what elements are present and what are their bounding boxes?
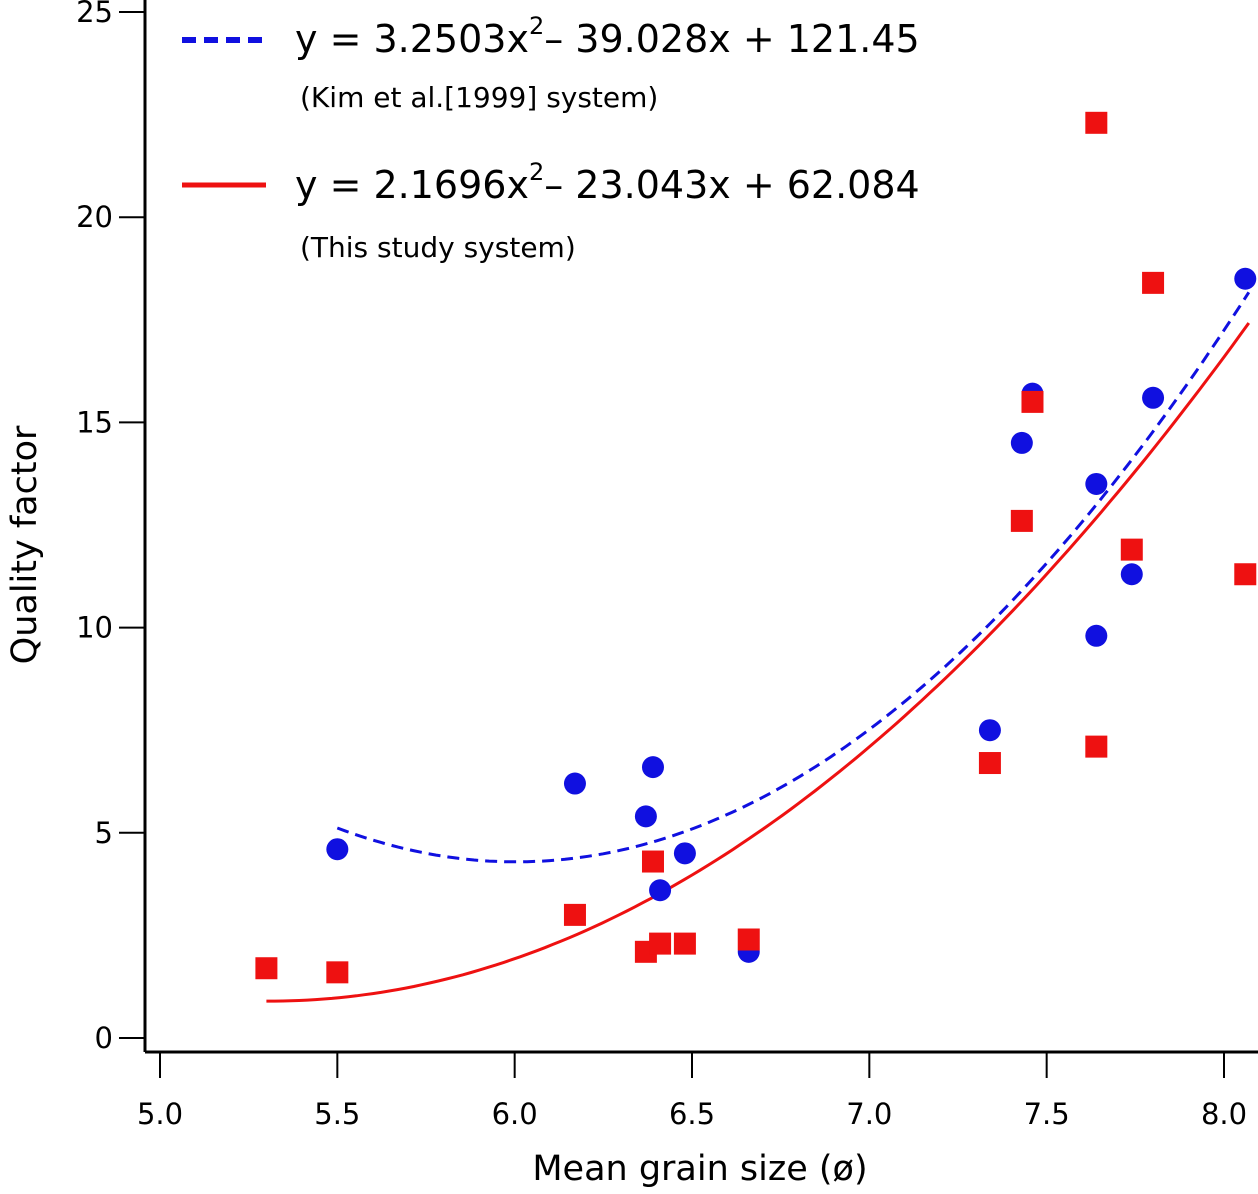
fit-curves <box>266 291 1251 1003</box>
data-point-kim <box>1010 431 1033 454</box>
fit-curve-kim <box>336 291 1251 864</box>
data-point-this-study <box>673 932 696 955</box>
x-tick-label: 5.0 <box>137 1097 183 1131</box>
legend-equation-kim: y = 3.2503x2– 39.028x + 121.45 <box>295 12 920 61</box>
x-axis-title: Mean grain size (ø) <box>532 1149 867 1189</box>
data-point-kim <box>1234 267 1257 290</box>
legend-label-this-study: (This study system) <box>300 231 576 264</box>
data-point-kim <box>563 772 586 795</box>
data-point-this-study <box>641 850 664 873</box>
fit-curve-this-study <box>266 322 1251 1003</box>
x-tick-label: 7.0 <box>846 1097 892 1131</box>
y-tick-label: 15 <box>76 405 113 439</box>
y-tick-label: 10 <box>76 611 113 645</box>
data-point-kim <box>978 719 1001 742</box>
data-points <box>255 111 1257 984</box>
legend-equation-this-study: y = 2.1696x2– 23.043x + 62.084 <box>295 158 920 207</box>
data-point-this-study <box>1021 390 1044 413</box>
x-tick-label: 6.0 <box>492 1097 538 1131</box>
data-point-kim <box>326 838 349 861</box>
y-tick-label: 25 <box>76 0 113 29</box>
data-point-this-study <box>326 961 349 984</box>
data-point-this-study <box>978 752 1001 775</box>
data-point-kim <box>641 756 664 779</box>
legend-label-kim: (Kim et al.[1999] system) <box>300 81 658 114</box>
data-point-this-study <box>563 903 586 926</box>
data-point-kim <box>1085 472 1108 495</box>
data-point-kim <box>673 842 696 865</box>
data-point-this-study <box>1085 111 1108 134</box>
legend: y = 3.2503x2– 39.028x + 121.45 (Kim et a… <box>182 12 920 264</box>
data-point-this-study <box>255 957 278 980</box>
data-point-this-study <box>1010 509 1033 532</box>
y-tick-label: 5 <box>95 816 113 850</box>
data-point-kim <box>1142 386 1165 409</box>
x-tick-label: 8.0 <box>1201 1097 1247 1131</box>
data-point-kim <box>1085 624 1108 647</box>
x-tick-label: 6.5 <box>669 1097 715 1131</box>
data-point-this-study <box>1234 563 1257 586</box>
x-tick-label: 5.5 <box>314 1097 360 1131</box>
x-tick-label: 7.5 <box>1024 1097 1070 1131</box>
data-point-this-study <box>649 932 672 955</box>
data-point-this-study <box>1120 538 1143 561</box>
data-point-kim <box>1120 563 1143 586</box>
data-point-kim <box>634 805 657 828</box>
axes: 0 5 10 15 20 25 5.0 5.5 6.0 6.5 7.0 7.5 8.0 Mean grai… <box>5 0 1258 1189</box>
data-point-kim <box>649 879 672 902</box>
data-point-this-study <box>1085 735 1108 758</box>
y-axis-title: Quality factor <box>5 425 45 664</box>
y-tick-label: 0 <box>95 1021 113 1055</box>
data-point-this-study <box>737 928 760 951</box>
data-point-this-study <box>1142 271 1165 294</box>
y-tick-label: 20 <box>76 200 113 234</box>
